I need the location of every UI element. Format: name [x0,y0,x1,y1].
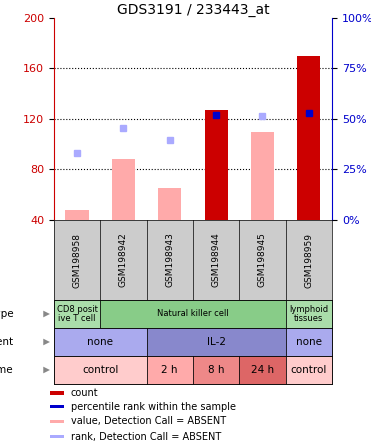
Text: 8 h: 8 h [208,365,224,375]
Bar [65,210,89,220]
Bar [286,300,332,328]
Bar [50,391,64,395]
Bar [54,300,100,328]
Text: percentile rank within the sample: percentile rank within the sample [70,402,236,412]
Text: rank, Detection Call = ABSENT: rank, Detection Call = ABSENT [70,432,221,442]
Text: IL-2: IL-2 [207,337,226,347]
Bar [158,188,181,220]
Bar [204,110,228,220]
Text: lymphoid
tissues: lymphoid tissues [289,305,328,323]
Bar [251,131,274,220]
Text: GSM198945: GSM198945 [258,233,267,287]
Text: value, Detection Call = ABSENT: value, Detection Call = ABSENT [70,416,226,426]
Text: control: control [290,365,327,375]
Text: 24 h: 24 h [251,365,274,375]
Bar [50,420,64,423]
Text: none: none [296,337,322,347]
Text: GSM198942: GSM198942 [119,233,128,287]
Bar [54,356,147,384]
Bar [193,356,239,384]
Text: GSM198943: GSM198943 [165,233,174,287]
Text: agent: agent [0,337,13,347]
Text: GSM198944: GSM198944 [211,233,221,287]
Bar [239,356,286,384]
Text: GSM198958: GSM198958 [72,233,82,288]
Text: 2 h: 2 h [161,365,178,375]
Title: GDS3191 / 233443_at: GDS3191 / 233443_at [116,3,269,17]
Bar [54,328,147,356]
Bar [297,56,321,220]
Text: CD8 posit
ive T cell: CD8 posit ive T cell [56,305,98,323]
Bar [50,405,64,408]
Bar [100,300,286,328]
Text: time: time [0,365,13,375]
Bar [50,435,64,439]
Text: count: count [70,388,98,398]
Bar [286,328,332,356]
Text: cell type: cell type [0,309,13,319]
Text: control: control [82,365,118,375]
Bar [147,328,286,356]
Bar [147,356,193,384]
Text: Natural killer cell: Natural killer cell [157,309,229,318]
Text: none: none [87,337,113,347]
Bar [112,159,135,220]
Text: GSM198959: GSM198959 [304,233,313,288]
Bar [286,356,332,384]
